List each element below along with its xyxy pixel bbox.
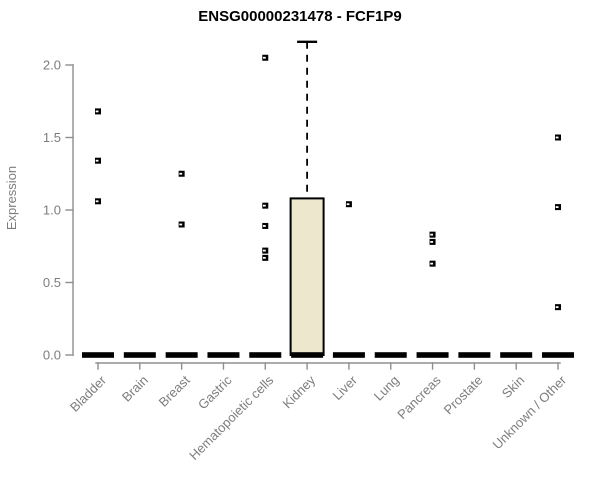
x-category-label-unknown-other: Unknown / Other (490, 372, 570, 452)
y-tick-label: 2.0 (43, 58, 61, 73)
median-bar-brain (123, 352, 156, 358)
y-tick-label: 1.0 (43, 203, 61, 218)
median-bar-prostate (458, 352, 491, 358)
median-bar-gastric (207, 352, 240, 358)
median-bar-hematopoietic-cells (249, 352, 282, 358)
box-kidney (289, 197, 325, 356)
outlier-point-center (555, 206, 559, 208)
x-category-label-kidney: Kidney (280, 372, 319, 411)
x-category-label-bladder: Bladder (67, 372, 110, 415)
outlier-point-center (95, 110, 99, 113)
x-category-label-liver: Liver (330, 372, 361, 403)
x-category-label-prostate: Prostate (441, 373, 486, 418)
median-bar-unknown-other (542, 352, 575, 358)
outlier-point-center (262, 225, 266, 227)
y-tick-label: 0.5 (43, 275, 61, 290)
outlier-point-center (262, 204, 266, 207)
outlier-point-center (430, 233, 434, 236)
outlier-point-center (179, 223, 183, 226)
outlier-point-center (430, 241, 434, 243)
y-tick-label: 1.5 (43, 130, 61, 145)
x-category-label-breast: Breast (156, 372, 193, 409)
outlier-point-center (555, 306, 559, 309)
median-bar-kidney (291, 352, 324, 358)
median-bar-lung (374, 352, 407, 358)
outlier-point-center (179, 172, 183, 175)
median-bar-breast (165, 352, 198, 358)
outlier-point-center (262, 249, 266, 252)
x-category-label-gastric: Gastric (195, 372, 235, 412)
chart-title: ENSG00000231478 - FCF1P9 (198, 8, 401, 25)
x-category-label-skin: Skin (499, 373, 527, 401)
outlier-point-center (95, 159, 99, 162)
y-tick-label: 0.0 (43, 348, 61, 363)
median-bar-liver (332, 352, 365, 358)
outlier-point-center (262, 56, 266, 59)
outlier-point-center (95, 200, 99, 203)
outlier-point-center (346, 203, 350, 206)
x-category-label-lung: Lung (371, 373, 402, 404)
plot-area (82, 40, 575, 358)
outlier-point-center (555, 136, 559, 139)
median-bar-bladder (82, 352, 114, 358)
x-category-label-pancreas: Pancreas (394, 372, 444, 422)
x-category-label-brain: Brain (119, 373, 151, 405)
outlier-point-center (262, 256, 266, 259)
outlier-point-center (430, 262, 434, 265)
y-axis-label: Expression (4, 166, 19, 230)
median-bar-pancreas (416, 352, 449, 358)
median-bar-skin (500, 352, 533, 358)
